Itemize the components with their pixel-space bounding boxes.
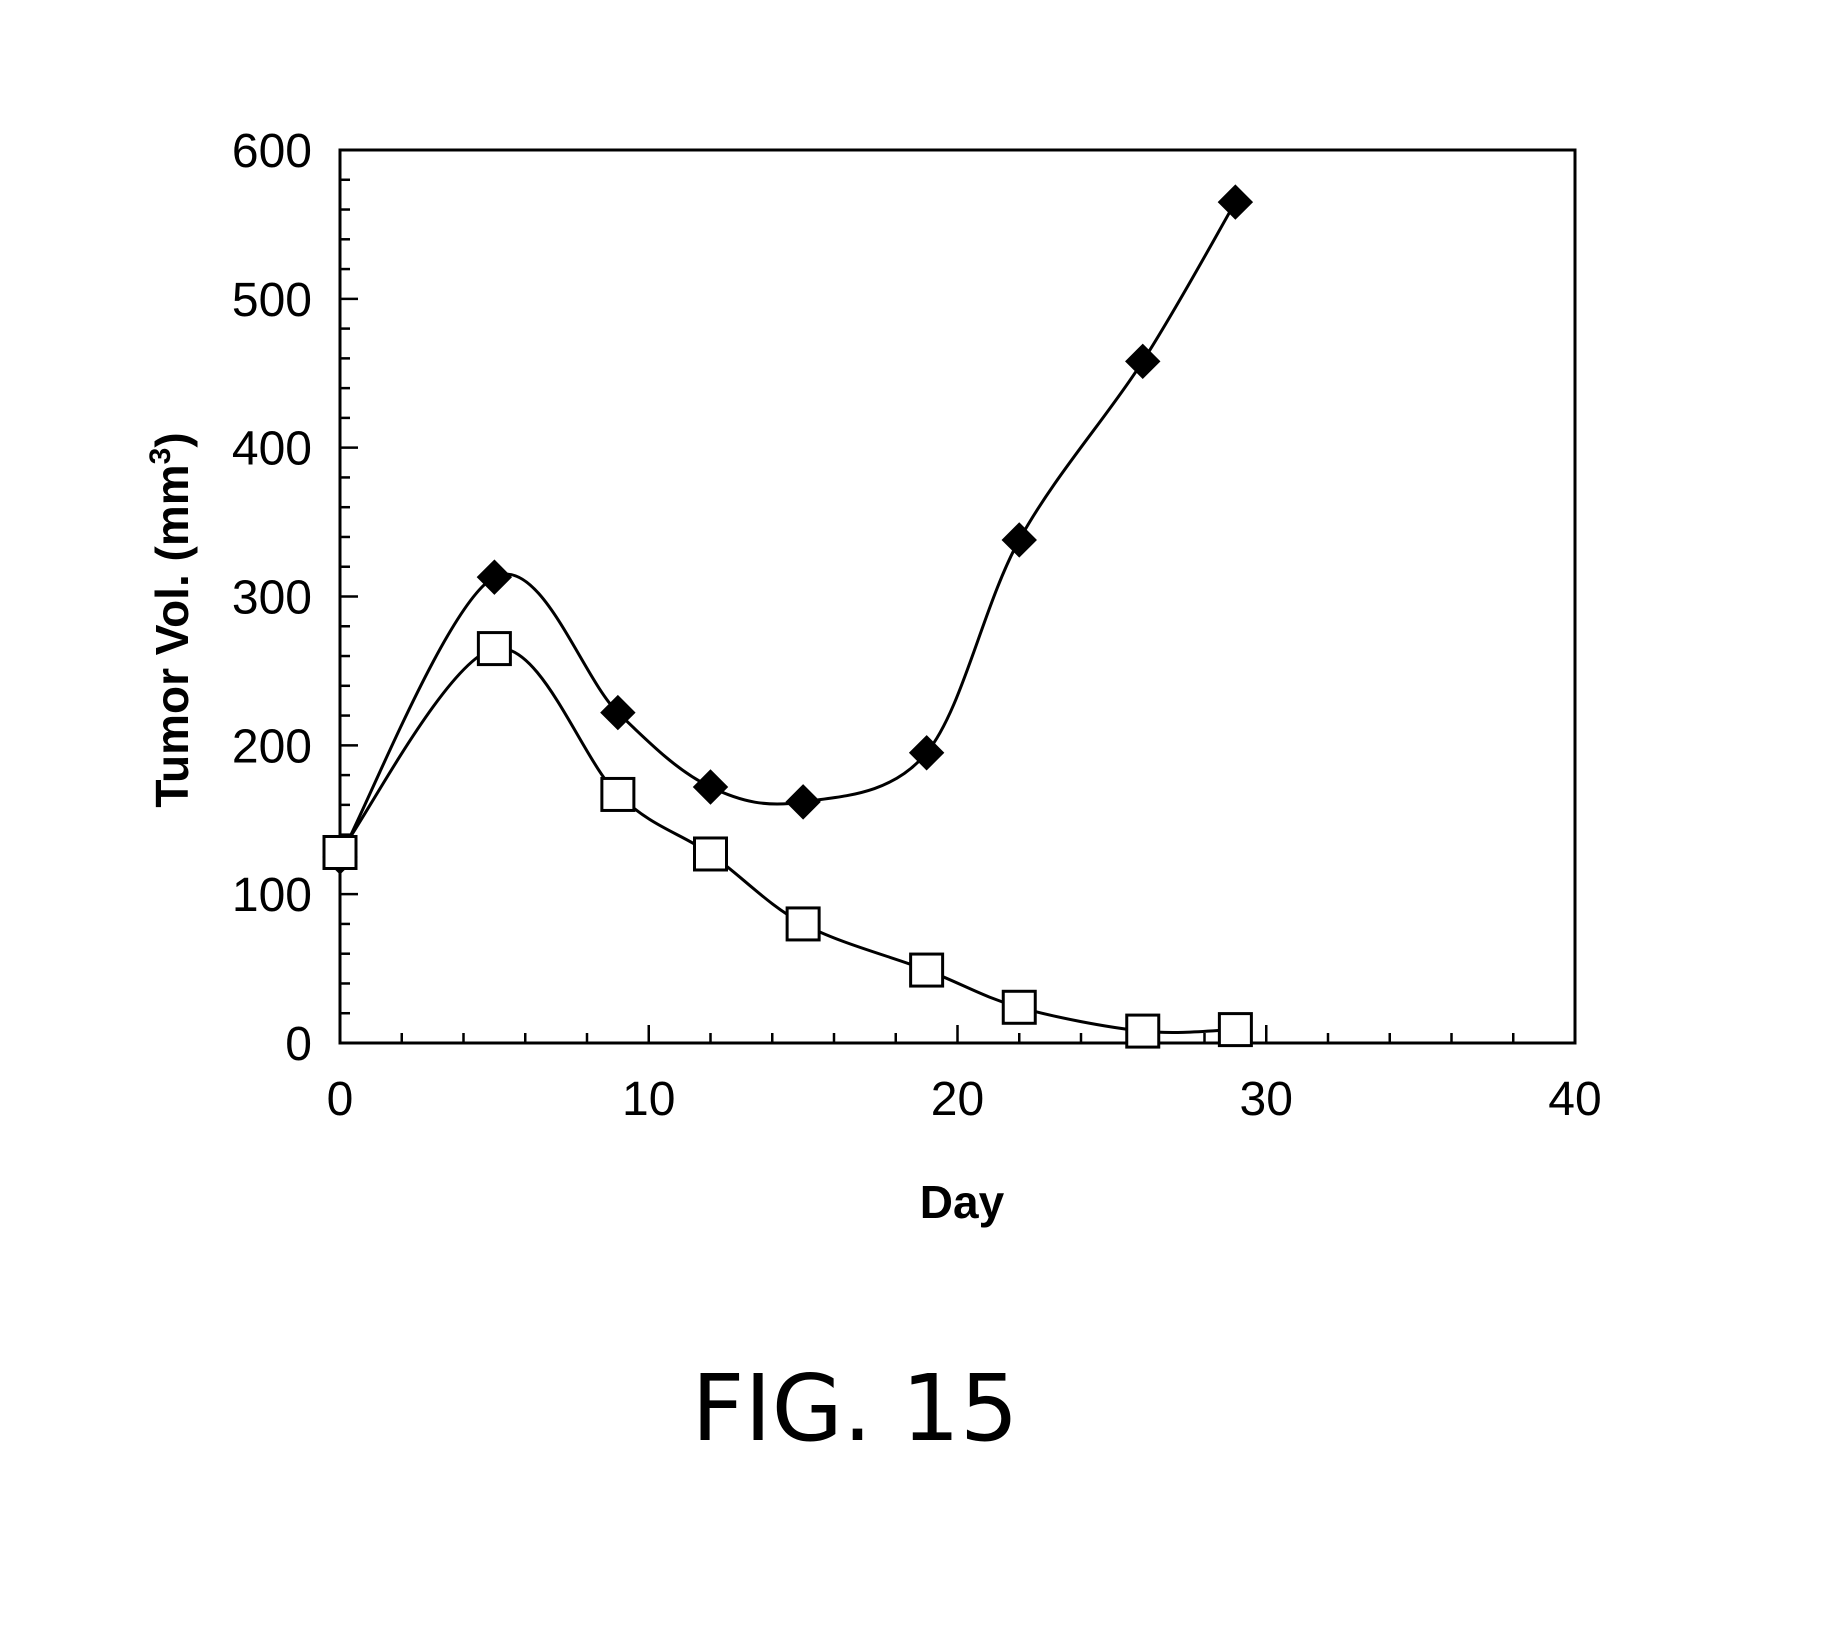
series-1-point (477, 560, 511, 594)
plot-frame (340, 150, 1575, 1043)
x-tick-label: 10 (622, 1073, 675, 1126)
series-2-point (478, 633, 510, 665)
series-1-point (1126, 344, 1160, 378)
y-tick-label: 300 (232, 572, 312, 625)
series-2-point (324, 836, 356, 868)
y-tick-label: 200 (232, 720, 312, 773)
series-1-point (1002, 523, 1036, 557)
y-tick-label: 400 (232, 423, 312, 476)
series-2-point (787, 908, 819, 940)
series-2-point (1219, 1014, 1251, 1046)
series-1-line (340, 202, 1235, 857)
x-axis-title: Day (920, 1176, 1005, 1228)
x-tick-label: 40 (1548, 1073, 1601, 1126)
series-2-point (695, 838, 727, 870)
series-2-point (1003, 991, 1035, 1023)
y-tick-label: 600 (232, 125, 312, 178)
series-1-point (1218, 185, 1252, 219)
y-axis-title: Tumor Vol. (mm3) (144, 432, 198, 807)
series-layer (323, 185, 1252, 1047)
y-tick-label: 500 (232, 274, 312, 327)
series-1-point (694, 770, 728, 804)
figure-label: FIG. 15 (692, 1355, 1019, 1462)
x-tick-label: 0 (327, 1073, 354, 1126)
x-tick-label: 20 (931, 1073, 984, 1126)
series-2-point (1127, 1015, 1159, 1047)
y-tick-label: 0 (285, 1018, 312, 1071)
series-1-point (786, 785, 820, 819)
x-tick-label: 30 (1240, 1073, 1293, 1126)
y-tick-label: 100 (232, 869, 312, 922)
x-axis-ticks: 0 10 20 30 40 (327, 1025, 1602, 1126)
series-2-line (340, 648, 1235, 1032)
series-2-point (602, 778, 634, 810)
series-2-point (911, 954, 943, 986)
